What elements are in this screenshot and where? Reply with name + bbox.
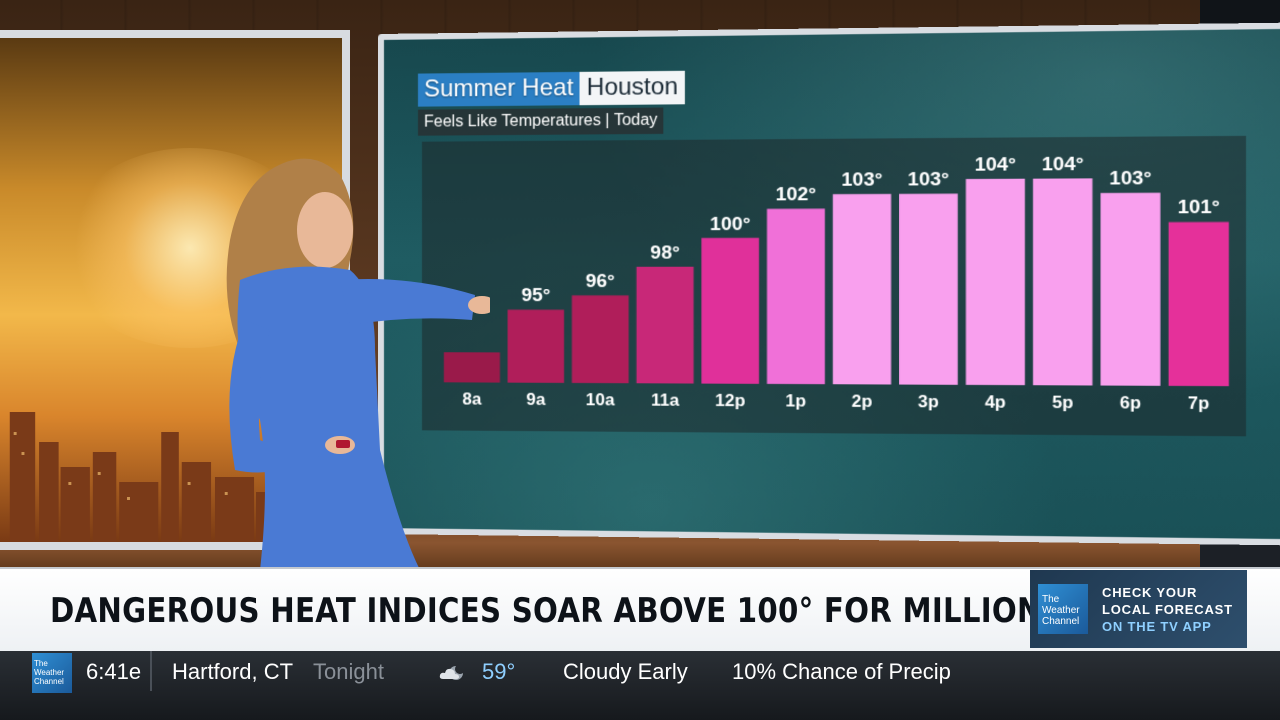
x-tick-9a: 9a: [526, 390, 546, 409]
bar-chart: 8a 95° 9a 96° 10a 98° 11a 100° 12p 102° 1p 103° 2p 10…: [443, 154, 1229, 413]
logo-line: Weather: [34, 668, 65, 677]
ticker-location: Hartford, CT: [172, 659, 294, 684]
partly-cloudy-night-icon: [439, 666, 463, 680]
x-tick-8a: 8a: [462, 389, 482, 408]
value-label-7p: 101°: [1177, 197, 1219, 219]
bar-9a: [507, 309, 565, 383]
bar-1p: [766, 208, 825, 385]
logo-line: The: [1042, 594, 1060, 605]
x-tick-5p: 5p: [1052, 393, 1073, 413]
value-label-9a: 95°: [521, 285, 550, 306]
tv-app-promo: The Weather Channel CHECK YOUR LOCAL FOR…: [1030, 570, 1247, 648]
chart-screen: Summer Heat Houston Feels Like Temperatu…: [378, 22, 1280, 546]
presenter: [226, 158, 490, 570]
ticker-time: 6:41e: [86, 659, 142, 684]
x-tick-7p: 7p: [1188, 393, 1209, 413]
x-tick-10a: 10a: [586, 390, 615, 409]
x-tick-4p: 4p: [985, 392, 1006, 412]
x-tick-1p: 1p: [786, 391, 807, 411]
bar-10a: [571, 295, 629, 384]
value-label-11a: 98°: [650, 242, 679, 263]
value-label-3p: 103°: [908, 169, 949, 191]
x-tick-6p: 6p: [1120, 393, 1141, 413]
weather-channel-logo-small: The Weather Channel: [32, 653, 72, 693]
bar-5p: [1033, 178, 1093, 386]
bar-4p: [965, 178, 1025, 386]
x-tick-2p: 2p: [852, 391, 873, 411]
value-label-12p: 100°: [710, 213, 751, 235]
ticker-condition: Cloudy Early: [563, 659, 688, 684]
promo-line: LOCAL FORECAST: [1102, 602, 1233, 617]
promo-text: CHECK YOUR LOCAL FORECAST ON THE TV APP: [1102, 584, 1247, 635]
value-label-5p: 104°: [1042, 154, 1084, 176]
headline-text: DANGEROUS HEAT INDICES SOAR ABOVE 100° F…: [50, 591, 1064, 631]
logo-line: Weather: [1042, 605, 1080, 616]
bar-6p: [1100, 192, 1161, 386]
weather-channel-logo: The Weather Channel: [1038, 584, 1088, 634]
logo-line: The: [34, 659, 48, 668]
value-label-10a: 96°: [586, 271, 615, 292]
promo-line: ON THE TV APP: [1102, 619, 1212, 634]
bar-12p: [701, 237, 760, 384]
value-label-6p: 103°: [1109, 168, 1151, 190]
bar-3p: [899, 193, 958, 385]
bar-7p: [1168, 221, 1229, 387]
x-tick-11a: 11a: [651, 390, 680, 409]
value-label-1p: 102°: [775, 184, 816, 206]
x-tick-12p: 12p: [715, 391, 745, 411]
bar-2p: [832, 193, 892, 385]
ticker-temperature: 59°: [482, 659, 516, 684]
chart-title-location: Houston: [579, 70, 686, 106]
promo-line: CHECK YOUR: [1102, 585, 1198, 600]
value-label-4p: 104°: [975, 154, 1017, 176]
ticker-period: Tonight: [313, 659, 384, 684]
ticker-precip: 10% Chance of Precip: [732, 659, 951, 684]
bar-11a: [636, 266, 694, 384]
weather-ticker: The Weather Channel 6:41e Hartford, CT T…: [0, 651, 1280, 720]
logo-line: Channel: [34, 677, 64, 686]
value-label-2p: 103°: [841, 169, 882, 191]
chart-title: Summer Heat Houston: [417, 70, 686, 107]
chart-title-main: Summer Heat: [417, 71, 580, 107]
plot-panel: 8a 95° 9a 96° 10a 98° 11a 100° 12p 102° 1p 103° 2p 10…: [421, 135, 1247, 437]
chart-subtitle: Feels Like Temperatures | Today: [417, 107, 664, 136]
x-tick-3p: 3p: [918, 392, 939, 412]
bar-8a: [443, 352, 500, 383]
ticker-divider: [150, 651, 152, 691]
logo-line: Channel: [1042, 616, 1080, 627]
